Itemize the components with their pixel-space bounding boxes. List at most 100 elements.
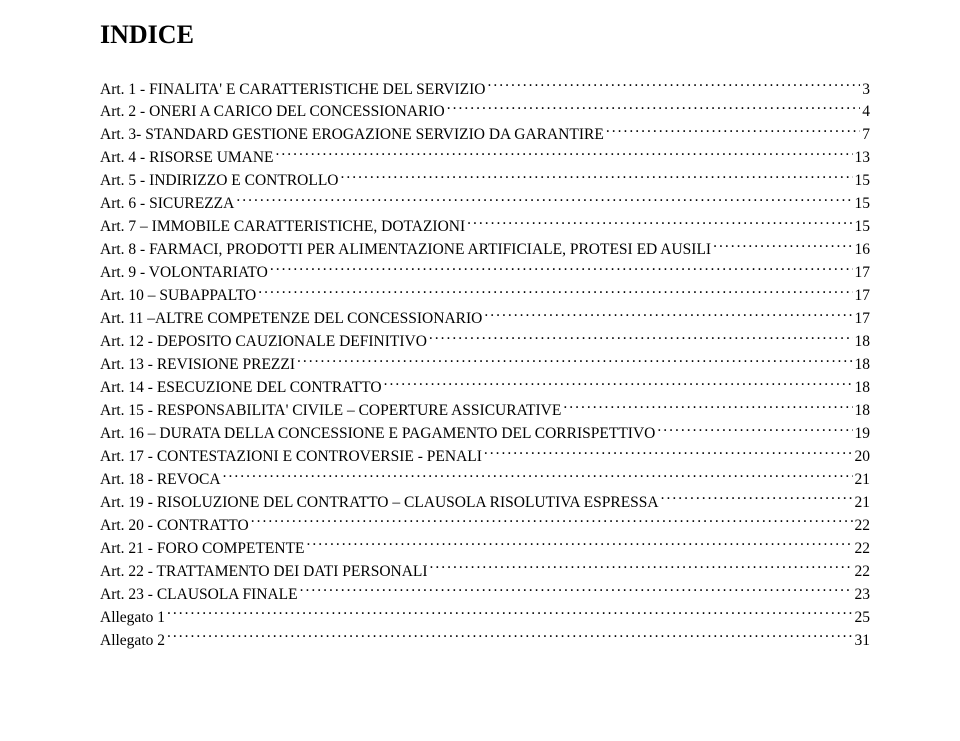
toc-leader-dots [487, 78, 860, 94]
toc-page-number: 23 [855, 584, 871, 606]
toc-label: Art. 14 - ESECUZIONE DEL CONTRATTO [100, 377, 382, 399]
toc-label: Art. 21 - FORO COMPETENTE [100, 538, 305, 560]
toc-leader-dots [713, 239, 852, 255]
toc-leader-dots [251, 514, 853, 530]
toc-leader-dots [167, 629, 853, 645]
toc-leader-dots [167, 606, 853, 622]
toc-page-number: 15 [855, 193, 871, 215]
toc-row: Art. 4 - RISORSE UMANE 13 [100, 147, 870, 170]
toc-row: Allegato 1 25 [100, 606, 870, 629]
toc-leader-dots [429, 331, 853, 347]
toc-page-number: 22 [855, 538, 871, 560]
toc-list: Art. 1 - FINALITA' E CARATTERISTICHE DEL… [100, 78, 870, 652]
toc-page-number: 17 [855, 262, 871, 284]
toc-page-number: 31 [855, 630, 871, 652]
toc-label: Art. 7 – IMMOBILE CARATTERISTICHE, DOTAZ… [100, 216, 465, 238]
toc-row: Art. 11 –ALTRE COMPETENZE DEL CONCESSION… [100, 308, 870, 331]
toc-page-number: 21 [855, 469, 871, 491]
toc-page-number: 18 [855, 354, 871, 376]
toc-page-number: 20 [855, 446, 871, 468]
toc-label: Art. 6 - SICUREZZA [100, 193, 234, 215]
toc-label: Art. 16 – DURATA DELLA CONCESSIONE E PAG… [100, 423, 655, 445]
toc-page-number: 18 [855, 377, 871, 399]
toc-leader-dots [341, 170, 853, 186]
toc-leader-dots [661, 491, 853, 507]
toc-label: Art. 8 - FARMACI, PRODOTTI PER ALIMENTAZ… [100, 239, 711, 261]
page-container: INDICE Art. 1 - FINALITA' E CARATTERISTI… [0, 0, 960, 741]
toc-leader-dots [236, 193, 852, 209]
toc-label: Art. 5 - INDIRIZZO E CONTROLLO [100, 170, 339, 192]
toc-page-number: 15 [855, 216, 871, 238]
toc-label: Art. 2 - ONERI A CARICO DEL CONCESSIONAR… [100, 101, 445, 123]
toc-leader-dots [223, 468, 853, 484]
toc-row: Art. 20 - CONTRATTO 22 [100, 514, 870, 537]
toc-row: Art. 5 - INDIRIZZO E CONTROLLO 15 [100, 170, 870, 193]
toc-page-number: 4 [862, 101, 870, 123]
toc-row: Art. 2 - ONERI A CARICO DEL CONCESSIONAR… [100, 101, 870, 124]
toc-label: Art. 15 - RESPONSABILITA' CIVILE – COPER… [100, 400, 561, 422]
toc-label: Art. 23 - CLAUSOLA FINALE [100, 584, 298, 606]
toc-label: Art. 4 - RISORSE UMANE [100, 147, 274, 169]
toc-row: Art. 1 - FINALITA' E CARATTERISTICHE DEL… [100, 78, 870, 101]
toc-leader-dots [297, 354, 852, 370]
toc-label: Art. 3- STANDARD GESTIONE EROGAZIONE SER… [100, 124, 604, 146]
toc-page-number: 17 [855, 308, 871, 330]
toc-row: Art. 15 - RESPONSABILITA' CIVILE – COPER… [100, 400, 870, 423]
toc-leader-dots [276, 147, 853, 163]
toc-row: Art. 21 - FORO COMPETENTE 22 [100, 537, 870, 560]
toc-leader-dots [484, 308, 852, 324]
toc-label: Art. 22 - TRATTAMENTO DEI DATI PERSONALI [100, 561, 428, 583]
toc-page-number: 18 [855, 400, 871, 422]
toc-label: Art. 20 - CONTRATTO [100, 515, 249, 537]
toc-row: Art. 23 - CLAUSOLA FINALE 23 [100, 583, 870, 606]
toc-leader-dots [606, 124, 860, 140]
toc-row: Art. 18 - REVOCA 21 [100, 468, 870, 491]
toc-row: Allegato 2 31 [100, 629, 870, 652]
toc-label: Art. 10 – SUBAPPALTO [100, 285, 256, 307]
toc-row: Art. 3- STANDARD GESTIONE EROGAZIONE SER… [100, 124, 870, 147]
page-title: INDICE [100, 20, 870, 50]
toc-leader-dots [307, 537, 853, 553]
toc-page-number: 22 [855, 561, 871, 583]
toc-leader-dots [300, 583, 853, 599]
toc-page-number: 25 [855, 607, 871, 629]
toc-page-number: 7 [862, 124, 870, 146]
toc-label: Allegato 1 [100, 607, 165, 629]
toc-row: Art. 10 – SUBAPPALTO 17 [100, 285, 870, 308]
toc-label: Art. 1 - FINALITA' E CARATTERISTICHE DEL… [100, 79, 485, 101]
toc-leader-dots [657, 423, 852, 439]
toc-leader-dots [563, 400, 852, 416]
toc-label: Art. 17 - CONTESTAZIONI E CONTROVERSIE -… [100, 446, 482, 468]
toc-row: Art. 9 - VOLONTARIATO 17 [100, 262, 870, 285]
toc-leader-dots [258, 285, 852, 301]
toc-row: Art. 16 – DURATA DELLA CONCESSIONE E PAG… [100, 423, 870, 446]
toc-row: Art. 19 - RISOLUZIONE DEL CONTRATTO – CL… [100, 491, 870, 514]
toc-page-number: 21 [855, 492, 871, 514]
toc-row: Art. 22 - TRATTAMENTO DEI DATI PERSONALI… [100, 560, 870, 583]
toc-row: Art. 14 - ESECUZIONE DEL CONTRATTO 18 [100, 377, 870, 400]
toc-label: Art. 13 - REVISIONE PREZZI [100, 354, 295, 376]
toc-leader-dots [484, 446, 853, 462]
toc-label: Allegato 2 [100, 630, 165, 652]
toc-page-number: 22 [855, 515, 871, 537]
toc-leader-dots [467, 216, 852, 232]
toc-leader-dots [270, 262, 853, 278]
toc-leader-dots [447, 101, 861, 117]
toc-page-number: 18 [855, 331, 871, 353]
toc-label: Art. 11 –ALTRE COMPETENZE DEL CONCESSION… [100, 308, 482, 330]
toc-page-number: 3 [862, 79, 870, 101]
toc-page-number: 16 [855, 239, 871, 261]
toc-page-number: 17 [855, 285, 871, 307]
toc-leader-dots [384, 377, 853, 393]
toc-row: Art. 13 - REVISIONE PREZZI 18 [100, 354, 870, 377]
toc-leader-dots [430, 560, 853, 576]
toc-page-number: 15 [855, 170, 871, 192]
toc-page-number: 19 [855, 423, 871, 445]
toc-label: Art. 9 - VOLONTARIATO [100, 262, 268, 284]
toc-row: Art. 6 - SICUREZZA 15 [100, 193, 870, 216]
toc-row: Art. 8 - FARMACI, PRODOTTI PER ALIMENTAZ… [100, 239, 870, 262]
toc-row: Art. 7 – IMMOBILE CARATTERISTICHE, DOTAZ… [100, 216, 870, 239]
toc-label: Art. 18 - REVOCA [100, 469, 221, 491]
toc-label: Art. 19 - RISOLUZIONE DEL CONTRATTO – CL… [100, 492, 659, 514]
toc-row: Art. 12 - DEPOSITO CAUZIONALE DEFINITIVO… [100, 331, 870, 354]
